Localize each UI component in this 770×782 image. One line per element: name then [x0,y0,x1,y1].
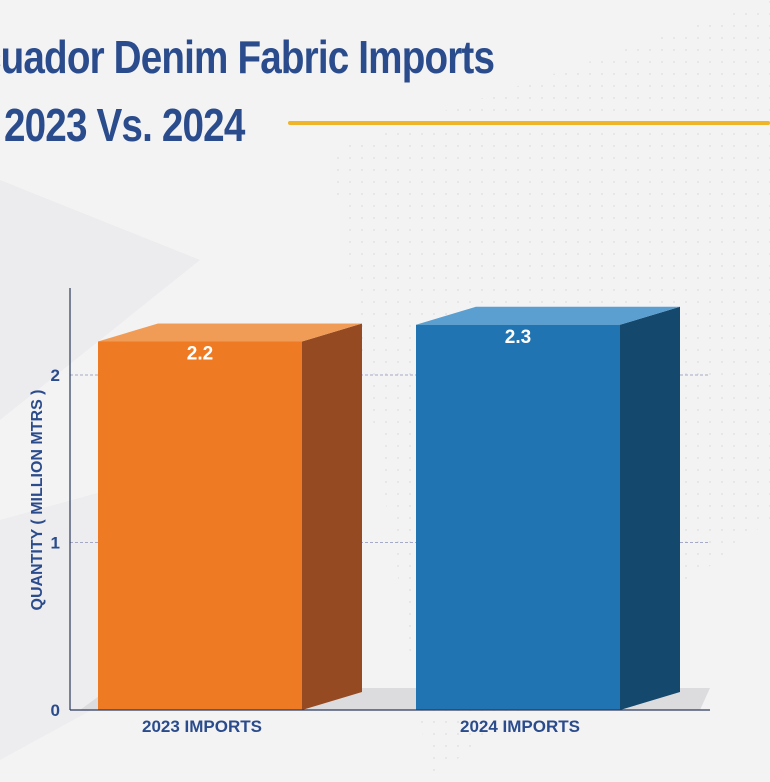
x-tick-label: 2024 IMPORTS [460,717,580,736]
bar [416,324,620,710]
y-axis-title: QUANTITY ( MILLION MTRS ) [29,389,46,610]
y-tick-label: 0 [51,701,60,720]
page-title-line-1: cuador Denim Fabric Imports [0,31,495,83]
bar-top [98,323,362,342]
bar [98,341,302,710]
bar-side [620,306,680,710]
bar-top [416,306,680,325]
y-tick-label: 2 [51,366,60,385]
bar-side [302,323,362,710]
x-tick-label: 2023 IMPORTS [142,717,262,736]
title-accent-rule [288,121,770,125]
y-tick-label: 1 [51,534,60,553]
data-label: 2.2 [187,344,213,365]
data-label: 2.3 [505,327,531,348]
page-title-line-2: 2023 Vs. 2024 [4,99,245,151]
